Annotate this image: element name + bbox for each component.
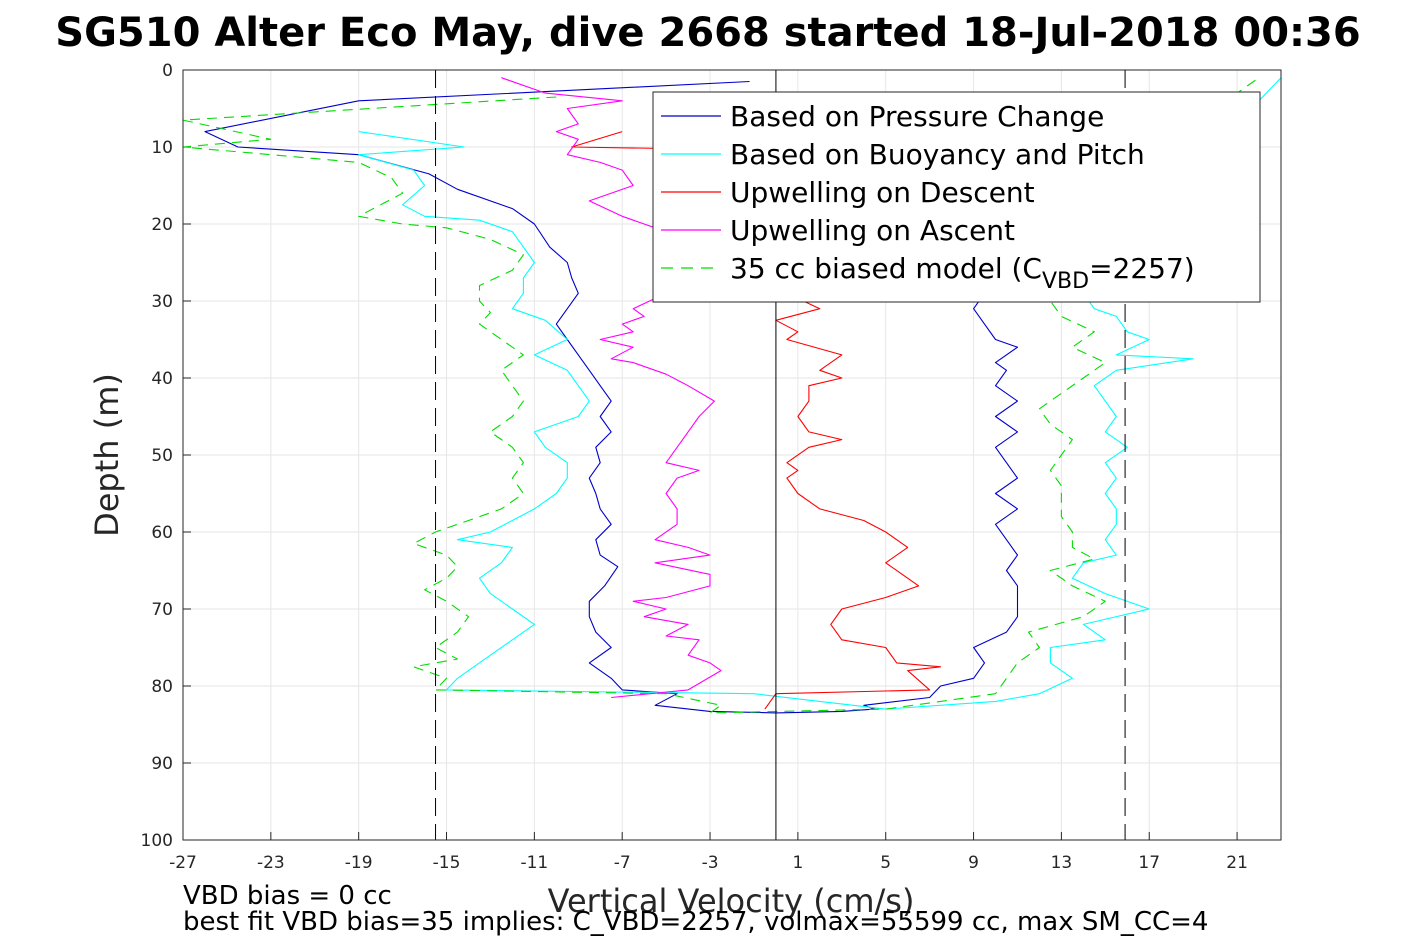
x-tick-label: 21 [1226, 853, 1248, 873]
y-tick-label: 90 [151, 754, 173, 774]
plot-frame [182, 69, 1282, 841]
annotation-vbd-bias: VBD bias = 0 cc [183, 881, 392, 911]
y-tick-label: 80 [151, 677, 173, 697]
x-tick-label: 9 [968, 853, 979, 873]
x-tick-label: 5 [880, 853, 891, 873]
series-group [183, 77, 1281, 714]
legend-entry: Based on Buoyancy and Pitch [730, 138, 1145, 171]
y-tick-label: 40 [151, 369, 173, 389]
x-tick-label: -15 [433, 853, 461, 873]
series-line-based-on-buoyancy-and-pitch [358, 77, 1281, 710]
x-tick-label: 1 [792, 853, 803, 873]
legend-entry: 35 cc biased model (CVBD=2257) [730, 252, 1195, 294]
legend-entry: Upwelling on Ascent [730, 214, 1015, 247]
legend-entry: Based on Pressure Change [730, 100, 1104, 133]
y-tick-labels: 0 10 20 30 40 50 60 70 80 90 100 [141, 61, 173, 851]
series-line-35-cc-biased-model [183, 77, 1260, 714]
y-tick-label: 60 [151, 523, 173, 543]
x-tick-labels: -27 -23 -19 -15 -11 -7 -3 1 5 9 13 17 21 [169, 853, 1248, 873]
y-tick-label: 70 [151, 600, 173, 620]
x-tick-label: -11 [520, 853, 548, 873]
legend-entry: Upwelling on Descent [730, 176, 1035, 209]
y-tick-label: 100 [141, 831, 173, 851]
series-line-based-on-pressure-change [204, 80, 1019, 714]
x-tick-label: 17 [1138, 853, 1160, 873]
legend-box [652, 91, 1261, 303]
y-tick-label: 30 [151, 292, 173, 312]
y-tick-label: 0 [162, 61, 173, 81]
x-tick-label: 13 [1051, 853, 1073, 873]
chart-title: SG510 Alter Eco May, dive 2668 started 1… [55, 10, 1360, 56]
x-tick-label: -7 [614, 853, 631, 873]
series-line-upwelling-on-ascent [501, 77, 722, 699]
legend: Based on Pressure Change Based on Buoyanc… [652, 91, 1261, 303]
x-tick-label: -3 [702, 853, 719, 873]
x-tick-label: -23 [257, 853, 285, 873]
y-tick-label: 20 [151, 215, 173, 235]
x-tick-label: -27 [169, 853, 197, 873]
y-axis-label: Depth (m) [88, 373, 126, 537]
y-tick-label: 10 [151, 138, 173, 158]
x-axis-label: Vertical Velocity (cm/s) [548, 882, 915, 920]
x-tick-label: -19 [345, 853, 373, 873]
annotation-best-fit: best fit VBD bias=35 implies: C_VBD=2257… [183, 907, 1208, 937]
y-tick-label: 50 [151, 446, 173, 466]
